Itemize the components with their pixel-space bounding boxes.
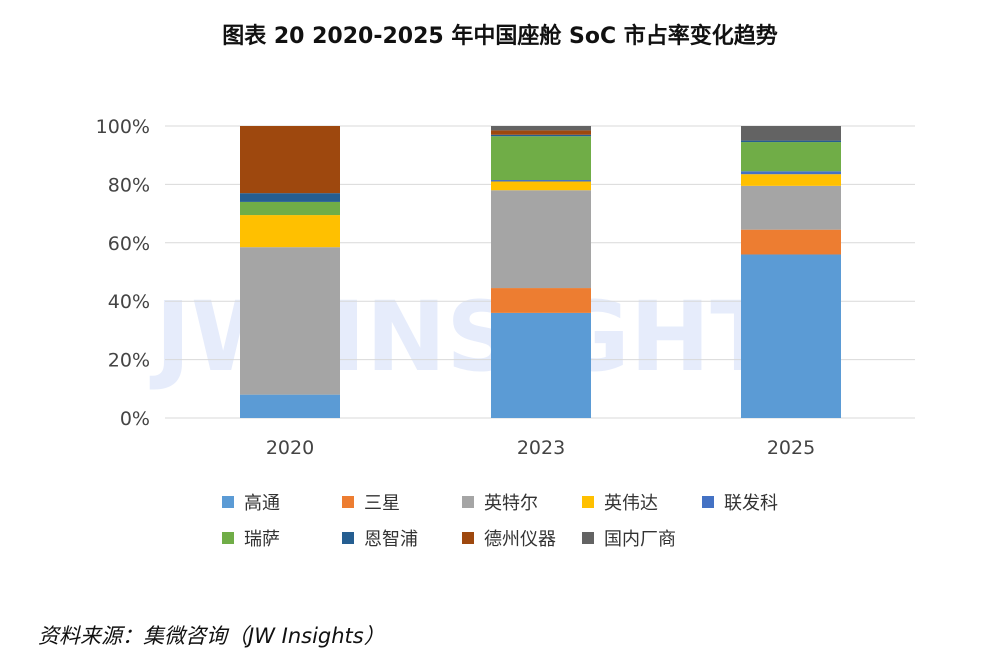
- legend-row: 瑞萨 恩智浦 德州仪器 国内厂商: [222, 520, 842, 556]
- legend-label: 联发科: [724, 493, 778, 514]
- bar-segment: [491, 312, 591, 418]
- bar-segment: [240, 215, 340, 248]
- chart-legend: 高通 三星 英特尔 英伟达 联发科瑞萨 恩智浦 德州仪器 国内厂商: [222, 484, 842, 556]
- x-tick-label: 2023: [517, 437, 565, 459]
- legend-item: 德州仪器: [462, 525, 582, 551]
- bar-segment: [741, 229, 841, 255]
- y-tick-label: 0%: [120, 408, 150, 430]
- x-tick-label: 2025: [767, 437, 815, 459]
- legend-item: 高通: [222, 489, 342, 515]
- y-tick-label: 40%: [108, 291, 150, 313]
- legend-label: 恩智浦: [364, 529, 418, 550]
- bar-segment: [741, 140, 841, 143]
- legend-label: 英特尔: [484, 493, 538, 514]
- legend-swatch: [342, 532, 354, 544]
- legend-label: 国内厂商: [604, 529, 676, 550]
- bar-segment: [741, 142, 841, 172]
- legend-item: 三星: [342, 489, 462, 515]
- legend-swatch: [702, 496, 714, 508]
- y-tick-label: 100%: [96, 116, 150, 138]
- legend-swatch: [222, 496, 234, 508]
- bar-segment: [491, 181, 591, 191]
- legend-swatch: [582, 496, 594, 508]
- legend-item: 英伟达: [582, 489, 702, 515]
- legend-row: 高通 三星 英特尔 英伟达 联发科: [222, 484, 842, 520]
- bar-segment: [491, 126, 591, 131]
- bar-segment: [491, 130, 591, 135]
- legend-swatch: [342, 496, 354, 508]
- bar-segment: [741, 254, 841, 418]
- bar-segment: [240, 394, 340, 418]
- y-tick-label: 60%: [108, 233, 150, 255]
- legend-item: 英特尔: [462, 489, 582, 515]
- legend-swatch: [462, 532, 474, 544]
- legend-swatch: [222, 532, 234, 544]
- chart-title: 图表 20 2020-2025 年中国座舱 SoC 市占率变化趋势: [222, 24, 778, 49]
- stacked-bar-chart: JW INSIGHTS 0%20%40%60%80%100%2020202320…: [96, 116, 915, 459]
- bar-segment: [240, 201, 340, 216]
- legend-label: 三星: [364, 493, 400, 514]
- bar-segment: [741, 174, 841, 186]
- legend-item: 联发科: [702, 489, 822, 515]
- bar-segment: [741, 126, 841, 141]
- bar-segment: [240, 193, 340, 202]
- bar-segment: [491, 134, 591, 137]
- bar-segment: [741, 185, 841, 230]
- legend-item: 国内厂商: [582, 525, 702, 551]
- bar-segment: [741, 171, 841, 175]
- legend-item: 瑞萨: [222, 525, 342, 551]
- legend-label: 英伟达: [604, 493, 658, 514]
- bar-segment: [491, 136, 591, 181]
- bar-segment: [491, 190, 591, 289]
- x-tick-label: 2020: [266, 437, 314, 459]
- legend-label: 高通: [244, 493, 280, 514]
- y-tick-label: 20%: [108, 350, 150, 372]
- legend-label: 德州仪器: [484, 529, 556, 550]
- source-note: 资料来源：集微咨询（JW Insights）: [38, 624, 385, 648]
- legend-swatch: [582, 532, 594, 544]
- bar-segment: [491, 180, 591, 182]
- bar-segment: [240, 247, 340, 395]
- legend-label: 瑞萨: [244, 529, 280, 550]
- bar-segment: [491, 288, 591, 313]
- legend-swatch: [462, 496, 474, 508]
- legend-item: 恩智浦: [342, 525, 462, 551]
- y-tick-label: 80%: [108, 174, 150, 196]
- bar-segment: [240, 126, 340, 194]
